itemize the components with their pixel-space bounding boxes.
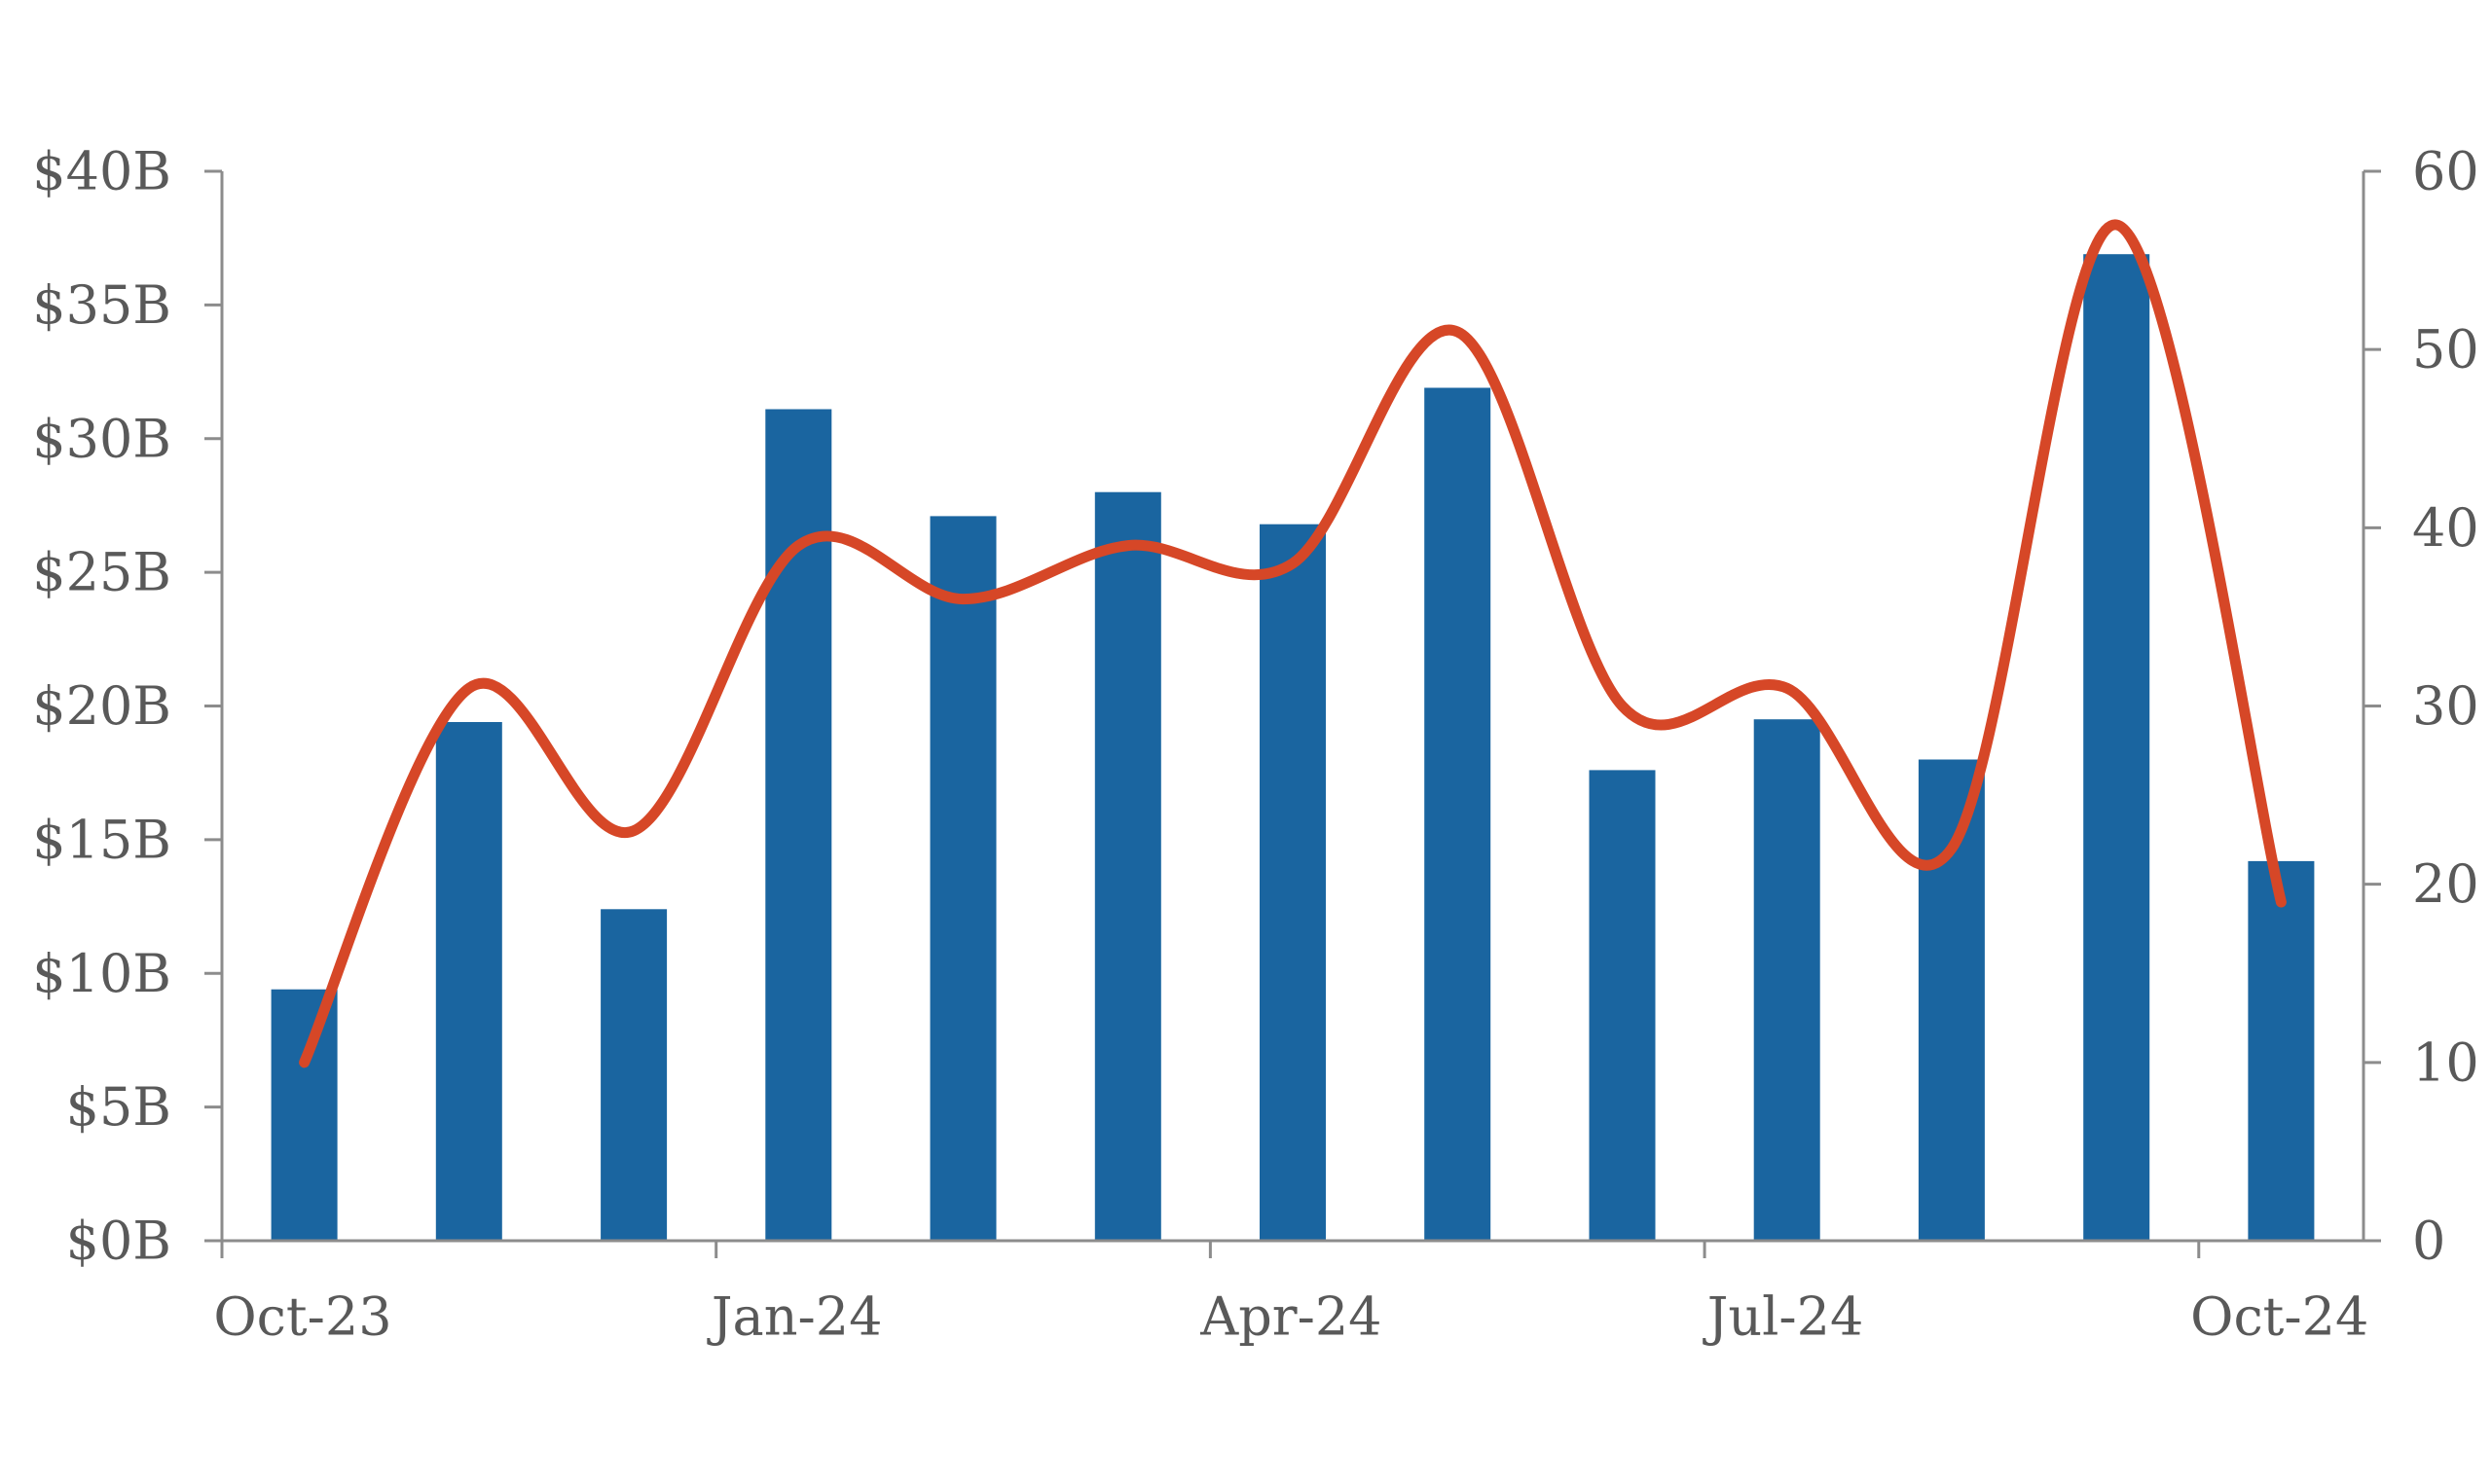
x-tick-label: Jul-24 [1703, 1286, 1864, 1348]
right-y-tick-label: 30 [2412, 675, 2479, 737]
bar-mar-24 [1094, 491, 1161, 1241]
left-y-tick-label: $30B [32, 408, 171, 469]
bar-dec-23 [601, 909, 668, 1241]
left-y-tick-label: $40B [32, 141, 171, 202]
line-point-apr-24 [1292, 562, 1294, 564]
bar-apr-24 [1260, 524, 1326, 1241]
left-y-tick-label: $0B [66, 1211, 171, 1272]
line-point-oct-24 [2280, 901, 2282, 903]
bar-jun-24 [1589, 770, 1656, 1241]
line-series [299, 219, 2287, 1068]
bar-jul-24 [1753, 719, 1820, 1241]
bar-aug-24 [1918, 759, 1985, 1241]
left-y-tick-label: $15B [32, 809, 171, 870]
line-point-may-24 [1456, 331, 1458, 333]
right-y-tick-label: 10 [2412, 1032, 2479, 1093]
left-y-tick-label: $35B [32, 274, 171, 336]
x-tick-label: Apr-24 [1199, 1286, 1381, 1348]
bar-oct-24 [2248, 860, 2315, 1241]
tick-labels: $0B $5B $10B $15B $20B $25B $30B $35B $40B 0 10 20 3… [32, 141, 2478, 1348]
line-point-jul-24 [1786, 687, 1788, 689]
left-y-tick-label: $5B [66, 1076, 171, 1138]
right-y-tick-label: 60 [2412, 141, 2479, 202]
left-y-tick-label: $20B [32, 675, 171, 737]
line-point-oct-23 [304, 1062, 306, 1064]
chart-axes [204, 169, 2381, 1258]
bar-series [271, 254, 2315, 1241]
line-series-path [299, 219, 2287, 1068]
right-y-tick-label: 50 [2412, 319, 2479, 380]
line-point-mar-24 [1127, 545, 1129, 547]
line-point-nov-23 [468, 687, 470, 689]
line-point-jun-24 [1622, 706, 1624, 707]
bar-may-24 [1424, 387, 1491, 1241]
bar-oct-23 [271, 989, 338, 1241]
line-point-sep-24 [2115, 224, 2117, 226]
line-point-dec-23 [633, 830, 635, 832]
x-tick-label: Oct-24 [2190, 1286, 2368, 1348]
x-tick-label: Jan-24 [707, 1286, 883, 1348]
bar-nov-23 [435, 722, 502, 1241]
left-y-tick-label: $25B [32, 542, 171, 603]
line-point-feb-24 [963, 598, 965, 600]
line-point-jan-24 [797, 545, 799, 547]
x-tick-label: Oct-23 [213, 1286, 391, 1348]
right-y-tick-label: 40 [2412, 497, 2479, 559]
left-y-tick-label: $10B [32, 943, 171, 1004]
bar-feb-24 [930, 516, 997, 1241]
right-y-tick-label: 20 [2412, 853, 2479, 915]
bar-sep-24 [2083, 254, 2150, 1241]
right-y-tick-label: 0 [2412, 1211, 2445, 1272]
line-point-aug-24 [1951, 848, 1953, 850]
